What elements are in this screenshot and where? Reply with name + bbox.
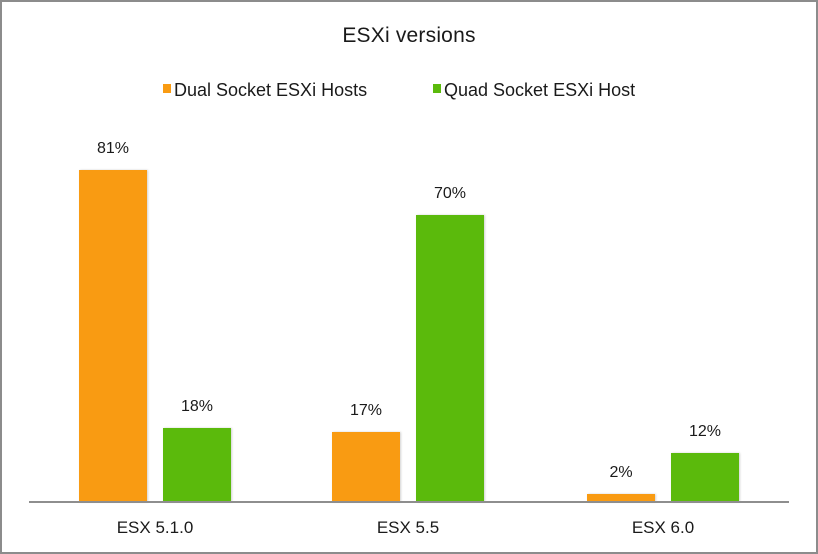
x-axis-label: ESX 5.1.0 (116, 518, 194, 537)
chart-legend: Dual Socket ESXi Hosts Quad Socket ESXi … (0, 80, 818, 106)
bar-quad-socket (416, 215, 484, 502)
x-axis-label: ESX 5.5 (376, 518, 440, 537)
legend-swatch-orange-icon (163, 84, 171, 93)
legend-label: Dual Socket ESXi Hosts (174, 80, 368, 100)
legend-swatch-green-icon (433, 84, 441, 93)
x-axis-line (29, 501, 789, 503)
data-label: 70% (433, 185, 467, 202)
bar-quad-socket (671, 453, 739, 502)
bar-dual-socket (587, 494, 655, 502)
data-label: 18% (180, 398, 214, 415)
data-label: 12% (688, 423, 722, 440)
chart-title: ESXi versions (342, 24, 476, 47)
x-axis-label: ESX 6.0 (631, 518, 695, 537)
bar-quad-socket (163, 428, 231, 502)
data-label: 81% (96, 140, 130, 157)
legend-item-dual-socket: Dual Socket ESXi Hosts (163, 80, 367, 101)
legend-item-quad-socket: Quad Socket ESXi Host (433, 80, 635, 101)
data-label: 2% (609, 464, 633, 481)
bar-dual-socket (79, 170, 147, 502)
bar-dual-socket (332, 432, 400, 502)
data-label: 17% (349, 402, 383, 419)
legend-label: Quad Socket ESXi Host (444, 80, 636, 100)
